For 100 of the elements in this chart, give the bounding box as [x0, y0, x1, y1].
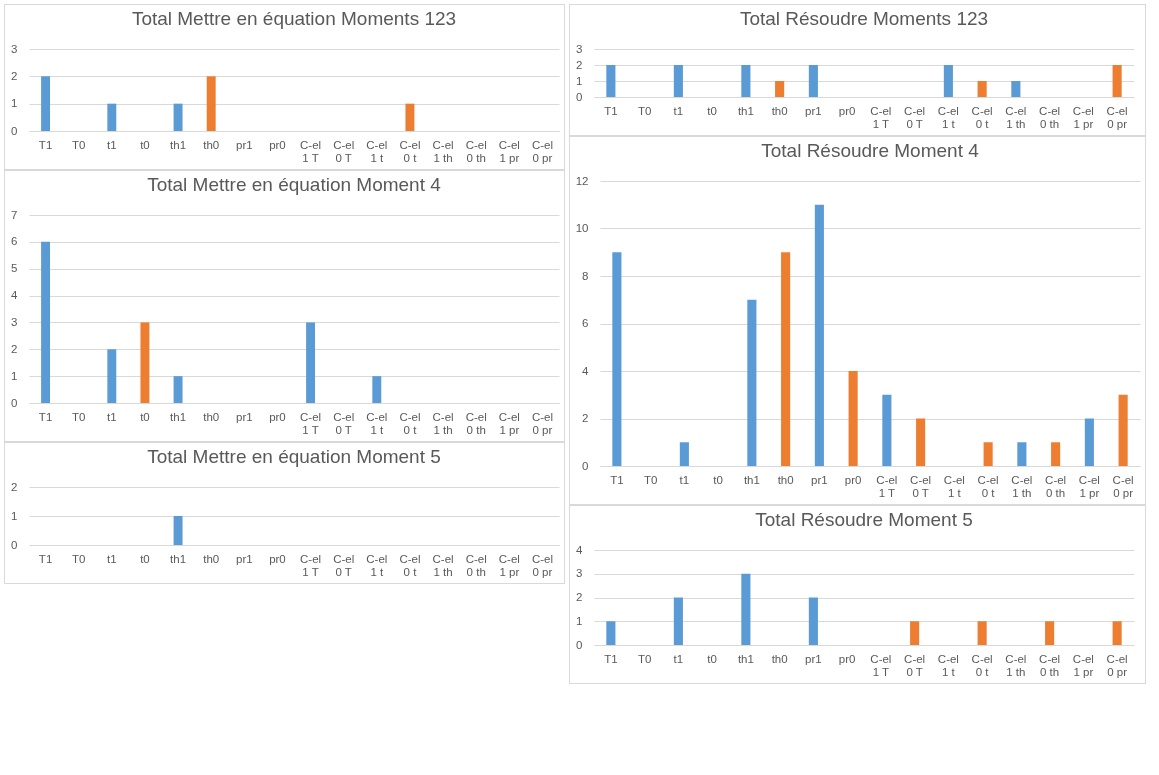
bar [140, 322, 150, 403]
x-tick-label: T1 [38, 410, 53, 423]
y-tick-label: 2 [576, 591, 583, 603]
x-tick-label: C-el 1 T [870, 652, 892, 678]
y-tick-label: 2 [11, 480, 18, 493]
x-tick-label: C-el 1 t [366, 552, 388, 578]
x-tick-label: C-el 0 th [465, 410, 487, 436]
x-tick-label: C-el 1 pr [498, 552, 520, 578]
chart-title: Total Mettre en équation Moments 123 [131, 8, 457, 29]
x-tick-label: C-el 0 pr [531, 552, 553, 578]
x-tick-label: C-el 0 pr [1106, 652, 1128, 678]
x-tick-label: C-el 0 t [399, 138, 421, 164]
x-tick-label: pr0 [269, 410, 286, 423]
chart-title: Total Résoudre Moment 5 [755, 509, 973, 530]
x-tick-label: pr1 [236, 552, 253, 565]
x-tick-label: C-el 1 pr [1072, 104, 1094, 130]
x-tick-label: C-el 1 t [366, 138, 388, 164]
y-tick-label: 2 [576, 58, 583, 71]
x-tick-label: C-el 0 pr [531, 138, 553, 164]
x-tick-label: pr0 [269, 552, 286, 565]
x-tick-label: C-el 0 th [1039, 104, 1061, 130]
x-tick-label: t1 [107, 138, 117, 151]
x-tick-label: th0 [771, 652, 788, 665]
chart-title: Total Mettre en équation Moment 5 [147, 446, 441, 467]
x-tick-label: C-el 1 th [1005, 104, 1027, 130]
x-tick-label: T0 [637, 652, 652, 665]
y-tick-label: 2 [11, 342, 18, 355]
y-tick-label: 5 [11, 262, 18, 275]
chart-title: Total Mettre en équation Moment 4 [147, 174, 442, 195]
y-tick-label: 0 [11, 124, 18, 137]
x-tick-label: C-el 0 T [904, 104, 926, 130]
x-tick-label: C-el 0 th [1045, 473, 1067, 499]
x-tick-label: C-el 1 th [432, 138, 454, 164]
y-tick-label: 1 [576, 614, 583, 627]
x-tick-label: t0 [707, 652, 717, 665]
x-tick-label: pr1 [236, 138, 253, 151]
x-tick-label: T1 [610, 473, 624, 486]
y-tick-label: 0 [576, 638, 583, 651]
y-tick-label: 8 [582, 269, 589, 282]
chart-title: Total Résoudre Moment 4 [761, 140, 980, 161]
x-tick-label: C-el 1 th [1005, 652, 1027, 678]
x-tick-label: C-el 0 T [333, 552, 355, 578]
x-tick-label: pr1 [805, 104, 822, 117]
bar [1045, 621, 1055, 645]
bar [882, 394, 892, 466]
y-tick-label: 0 [11, 396, 18, 409]
x-tick-label: th0 [203, 410, 220, 423]
bar [781, 252, 791, 466]
bar [741, 573, 751, 645]
x-tick-label: C-el 1 t [937, 652, 959, 678]
bar [1017, 442, 1027, 466]
bar [372, 376, 382, 403]
x-tick-label: th0 [203, 138, 220, 151]
x-tick-label: pr1 [236, 410, 253, 423]
x-tick-label: C-el 0 T [333, 410, 355, 436]
bar [306, 322, 316, 403]
x-tick-label: T0 [637, 104, 652, 117]
x-tick-label: th1 [170, 138, 187, 151]
x-tick-label: T0 [71, 410, 86, 423]
x-tick-label: t0 [707, 104, 717, 117]
bar [612, 252, 622, 466]
x-tick-label: C-el 1 th [432, 552, 454, 578]
x-tick-label: th1 [170, 410, 187, 423]
x-tick-label: T1 [604, 652, 618, 665]
x-tick-label: th1 [170, 552, 187, 565]
x-tick-label: C-el 0 T [904, 652, 926, 678]
x-tick-label: T0 [71, 552, 86, 565]
bar [848, 371, 858, 466]
x-tick-label: pr0 [269, 138, 286, 151]
x-tick-label: C-el 0 pr [531, 410, 553, 436]
x-tick-label: t0 [140, 138, 150, 151]
x-tick-label: C-el 1 pr [1072, 652, 1094, 678]
x-tick-label: C-el 0 t [977, 473, 999, 499]
bar [1112, 621, 1122, 645]
x-tick-label: C-el 0 th [465, 552, 487, 578]
x-tick-label: C-el 1 T [300, 410, 322, 436]
y-tick-label: 0 [576, 90, 583, 103]
x-tick-label: C-el 1 T [876, 473, 898, 499]
bar [673, 597, 683, 645]
x-tick-label: T1 [604, 104, 618, 117]
y-tick-label: 1 [11, 369, 18, 382]
bar [606, 621, 616, 645]
bar [1084, 418, 1094, 466]
bar [173, 376, 183, 403]
y-tick-label: 4 [11, 289, 19, 302]
x-tick-label: th0 [771, 104, 788, 117]
bar [977, 621, 987, 645]
x-tick-label: T0 [71, 138, 86, 151]
x-tick-label: pr1 [805, 652, 822, 665]
y-tick-label: 2 [582, 412, 589, 424]
bar [808, 597, 818, 645]
y-tick-label: 3 [11, 42, 18, 55]
bar [679, 442, 689, 466]
y-tick-label: 3 [576, 42, 583, 55]
y-tick-label: 0 [11, 538, 18, 551]
x-tick-label: C-el 1 t [943, 473, 965, 499]
x-tick-label: C-el 0 t [971, 652, 993, 678]
x-tick-label: C-el 1 T [870, 104, 892, 130]
bar [1051, 442, 1061, 466]
x-tick-label: pr0 [844, 473, 862, 486]
